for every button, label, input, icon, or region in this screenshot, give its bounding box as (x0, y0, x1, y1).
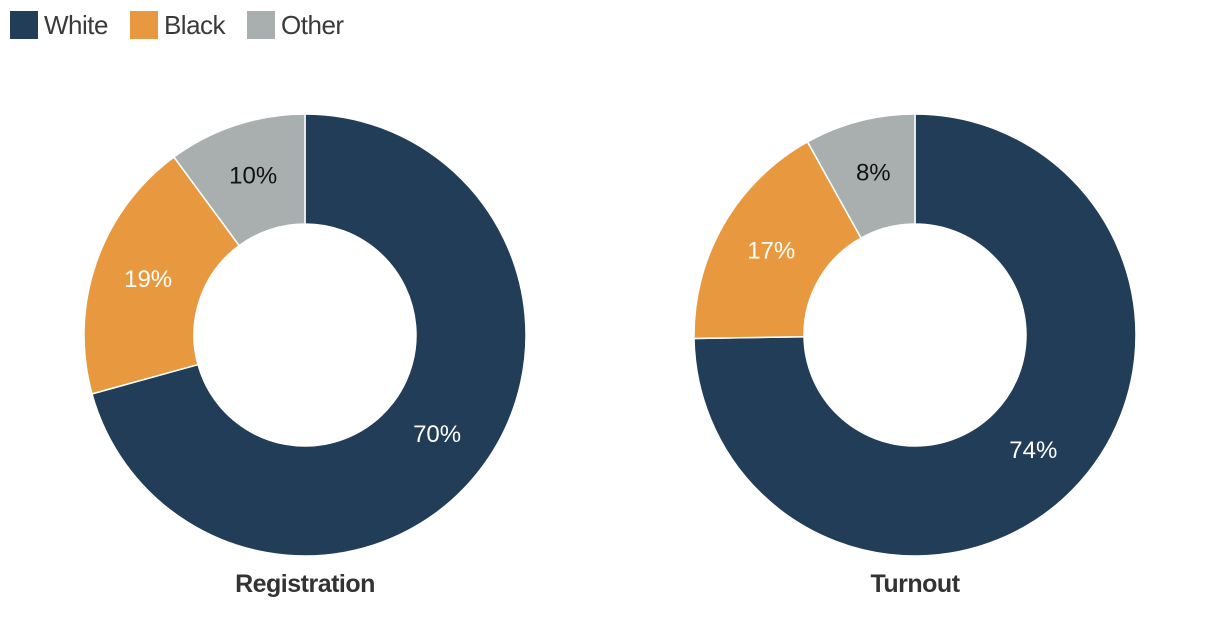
chart-legend: White Black Other (10, 9, 366, 41)
registration-label-white: 70% (413, 421, 461, 448)
legend-swatch-other (247, 11, 276, 39)
legend-item-other: Other (247, 10, 344, 41)
legend-label-white: White (44, 9, 108, 40)
registration-slice-white (91, 113, 527, 557)
legend-swatch-white (10, 11, 38, 39)
turnout-label-other: 8% (856, 160, 891, 187)
turnout-slice-white (693, 113, 1137, 557)
legend-item-black: Black (129, 9, 226, 41)
registration-label-black: 19% (124, 266, 172, 293)
registration-slice-black (83, 155, 241, 395)
registration-slice-other (172, 113, 306, 247)
legend-swatch-black (129, 11, 158, 39)
turnout-slice-black (693, 140, 863, 340)
legend-label-black: Black (163, 9, 226, 40)
registration-label-other: 10% (229, 163, 277, 190)
legend-item-white: White (10, 10, 108, 41)
registration-chart-title: Registration (235, 570, 375, 598)
turnout-label-black: 17% (747, 237, 795, 264)
turnout-label-white: 74% (1009, 437, 1057, 464)
turnout-slice-other (806, 113, 916, 240)
legend-label-other: Other (281, 9, 344, 40)
turnout-chart-title: Turnout (870, 570, 960, 598)
